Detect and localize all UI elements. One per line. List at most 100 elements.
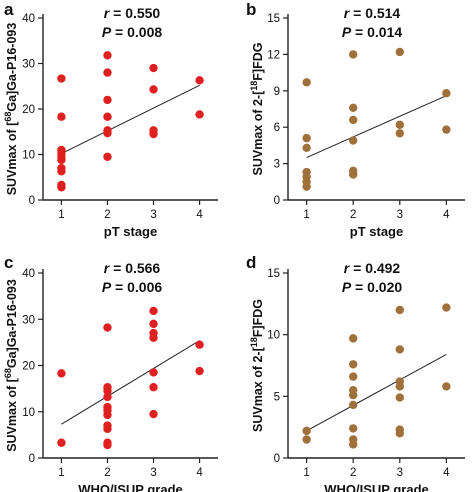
panel-c: c r = 0.566 P = 0.006 0 10 20 30 40 1 2 3 4 WHO/ISUP…	[3, 253, 218, 492]
x-axis-label: pT stage	[350, 224, 403, 239]
y-tick-label: 9	[274, 86, 280, 98]
x-tick-label: 1	[303, 209, 309, 221]
panel-letter: b	[246, 0, 256, 19]
data-point	[149, 333, 158, 342]
stat-r: r = 0.550	[104, 5, 161, 21]
data-point	[442, 89, 451, 98]
y-axis-label-sup: 18	[249, 337, 259, 347]
x-tick-label: 2	[104, 209, 110, 221]
y-tick-label: 5	[274, 391, 280, 403]
data-point	[349, 400, 358, 410]
data-point	[349, 424, 358, 433]
regression-line	[306, 353, 447, 432]
data-point	[302, 435, 311, 444]
x-axis-label: WHO/ISUP grade	[324, 482, 429, 492]
regression-line	[306, 95, 447, 158]
data-point	[349, 136, 358, 145]
stat-r-value: 0.492	[365, 260, 400, 276]
data-point	[57, 167, 66, 176]
y-axis-label-sup: 68	[3, 112, 13, 122]
stat-p-value: 0.006	[127, 279, 162, 295]
y-axis-label-sup: 18	[249, 81, 259, 91]
panel-letter: a	[4, 0, 14, 19]
stat-p-value: 0.014	[367, 24, 402, 40]
data-point	[349, 390, 358, 400]
data-point	[349, 170, 358, 179]
stat-r-equals: =	[349, 260, 365, 276]
data-point	[103, 152, 112, 161]
data-point	[103, 410, 112, 420]
y-tick-label: 0	[274, 453, 280, 465]
stat-r: r = 0.514	[344, 5, 401, 21]
regression-line	[61, 340, 200, 425]
data-point	[149, 129, 158, 139]
data-point	[103, 95, 112, 105]
y-axis-label: SUVmax of [68Ga]Ga-P16-093	[3, 23, 19, 196]
y-axis-label-post: Ga]Ga-P16-093	[5, 23, 19, 112]
data-point	[349, 440, 358, 449]
y-axis-label-pre: SUVmax of [	[5, 121, 19, 195]
stat-r-symbol: r	[104, 260, 111, 276]
y-axis-label: SUVmax of 2-[18F]FDG	[249, 43, 265, 176]
y-axis-label: SUVmax of 2-[18F]FDG	[249, 299, 265, 432]
stat-r-equals: =	[349, 5, 365, 21]
data-point	[103, 128, 112, 138]
x-axis-label: WHO/ISUP grade	[78, 482, 183, 492]
panel-d: d r = 0.492 P = 0.020 0 5 10 15 1 2 3 4 WHO/ISUP gr…	[246, 253, 465, 492]
data-point	[195, 110, 204, 119]
data-point	[442, 125, 451, 134]
x-tick-label: 3	[397, 209, 403, 221]
data-point	[302, 133, 311, 143]
x-tick-label: 2	[104, 467, 110, 479]
x-tick-label: 4	[443, 467, 450, 479]
data-point	[302, 426, 311, 436]
y-axis-label-pre: SUVmax of 2-[	[251, 90, 265, 176]
x-tick-label: 1	[58, 467, 64, 479]
x-tick-label: 4	[443, 209, 450, 221]
data-point	[395, 345, 404, 354]
data-point	[57, 74, 66, 83]
x-tick-label: 3	[397, 467, 403, 479]
data-point	[349, 372, 358, 381]
y-tick-label: 15	[267, 13, 280, 25]
x-axis-label: pT stage	[104, 224, 157, 239]
data-point	[103, 68, 112, 77]
data-point	[103, 392, 112, 402]
data-point	[349, 115, 358, 125]
data-point	[395, 305, 404, 315]
panel-letter: c	[4, 253, 13, 272]
data-point	[149, 368, 158, 377]
y-tick-label: 0	[274, 195, 280, 207]
data-point	[349, 103, 358, 112]
stat-r-equals: =	[109, 260, 125, 276]
y-tick-label: 20	[22, 361, 35, 373]
stat-p-symbol: P	[342, 279, 352, 295]
y-tick-label: 15	[267, 268, 280, 280]
y-tick-label: 10	[22, 407, 35, 419]
data-point	[103, 112, 112, 121]
stat-p-symbol: P	[102, 24, 112, 40]
y-tick-label: 10	[267, 330, 280, 342]
x-tick-label: 2	[350, 467, 356, 479]
y-tick-label: 30	[22, 314, 35, 326]
y-axis-label-post: F]FDG	[251, 43, 265, 81]
panel-a: a r = 0.550 P = 0.008 0 10 20 30 40 1 2 3 4 pT stage…	[3, 0, 218, 239]
data-point	[103, 440, 112, 450]
data-point	[103, 424, 112, 434]
data-point	[395, 47, 404, 57]
stat-r-symbol: r	[344, 5, 351, 21]
data-point	[57, 112, 66, 121]
stat-p-equals: =	[111, 24, 127, 40]
y-tick-label: 12	[267, 49, 280, 61]
y-tick-label: 40	[22, 13, 35, 25]
data-point	[149, 409, 158, 419]
data-point	[195, 366, 204, 376]
data-point	[395, 120, 404, 129]
data-point	[57, 183, 66, 192]
data-point	[442, 303, 451, 312]
x-tick-label: 3	[150, 209, 156, 221]
y-tick-label: 0	[29, 195, 35, 207]
x-tick-label: 3	[150, 467, 156, 479]
stat-p-equals: =	[351, 24, 367, 40]
